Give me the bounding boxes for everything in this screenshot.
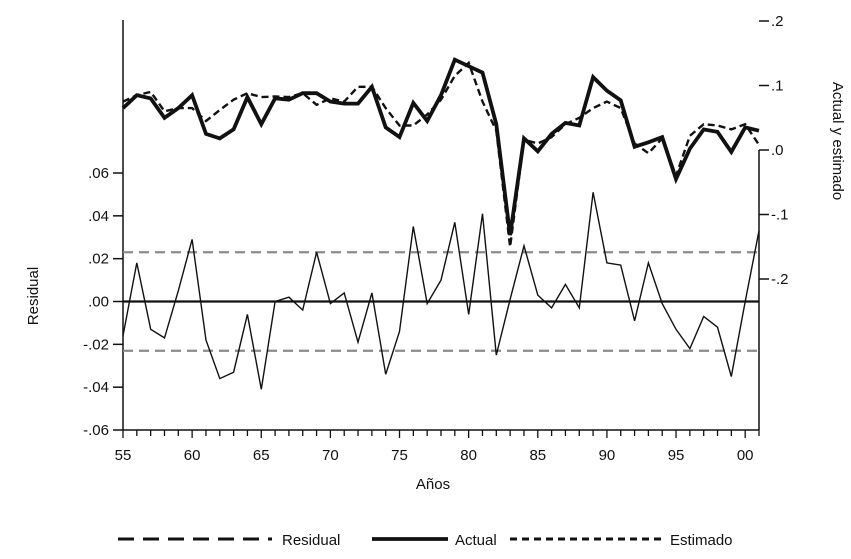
legend-label-actual: Actual — [455, 532, 497, 549]
x-tick-label: 90 — [599, 447, 616, 464]
x-tick-label: 80 — [460, 447, 477, 464]
series-residual-line — [122, 192, 760, 390]
left-tick-label: -.06 — [83, 422, 109, 439]
left-axis-title: Residual — [25, 267, 42, 325]
left-tick-label: .00 — [88, 294, 109, 311]
x-tick-label: 85 — [529, 447, 546, 464]
legend-label-residual: Residual — [282, 532, 340, 549]
x-tick-label: 00 — [737, 447, 754, 464]
right-axis-title: Actual y estimado — [829, 82, 846, 200]
left-tick-label: .04 — [88, 208, 109, 225]
left-tick-label: -.02 — [83, 336, 109, 353]
left-tick-label: -.04 — [83, 379, 109, 396]
left-tick-label: .02 — [88, 251, 109, 268]
left-axis-ticks: .06 .04 .02 .00 -.02 -.04 -.06 — [83, 165, 123, 439]
x-axis-ticks: 55 60 65 70 75 80 85 90 95 00 — [115, 430, 760, 464]
right-tick-label: -.1 — [771, 207, 789, 224]
x-tick-label: 65 — [253, 447, 270, 464]
axes — [122, 20, 760, 431]
series-estimado-line — [122, 60, 760, 247]
right-tick-label: .0 — [771, 142, 784, 159]
x-tick-label: 60 — [184, 447, 201, 464]
series-actual-line — [121, 57, 760, 236]
series-layer — [121, 57, 760, 390]
x-tick-label: 70 — [322, 447, 339, 464]
legend: Residual Actual Estimado — [118, 532, 733, 549]
right-tick-label: .1 — [771, 78, 784, 95]
x-axis-title: Años — [416, 476, 450, 493]
right-tick-label: -.2 — [771, 271, 789, 288]
right-tick-label: .2 — [771, 13, 784, 30]
legend-label-estimado: Estimado — [670, 532, 733, 549]
left-tick-label: .06 — [88, 165, 109, 182]
x-tick-label: 95 — [668, 447, 685, 464]
x-tick-label: 75 — [391, 447, 408, 464]
right-axis-ticks: .2 .1 .0 -.1 -.2 — [759, 13, 789, 288]
reference-lines — [123, 251, 759, 352]
x-tick-label: 55 — [115, 447, 132, 464]
